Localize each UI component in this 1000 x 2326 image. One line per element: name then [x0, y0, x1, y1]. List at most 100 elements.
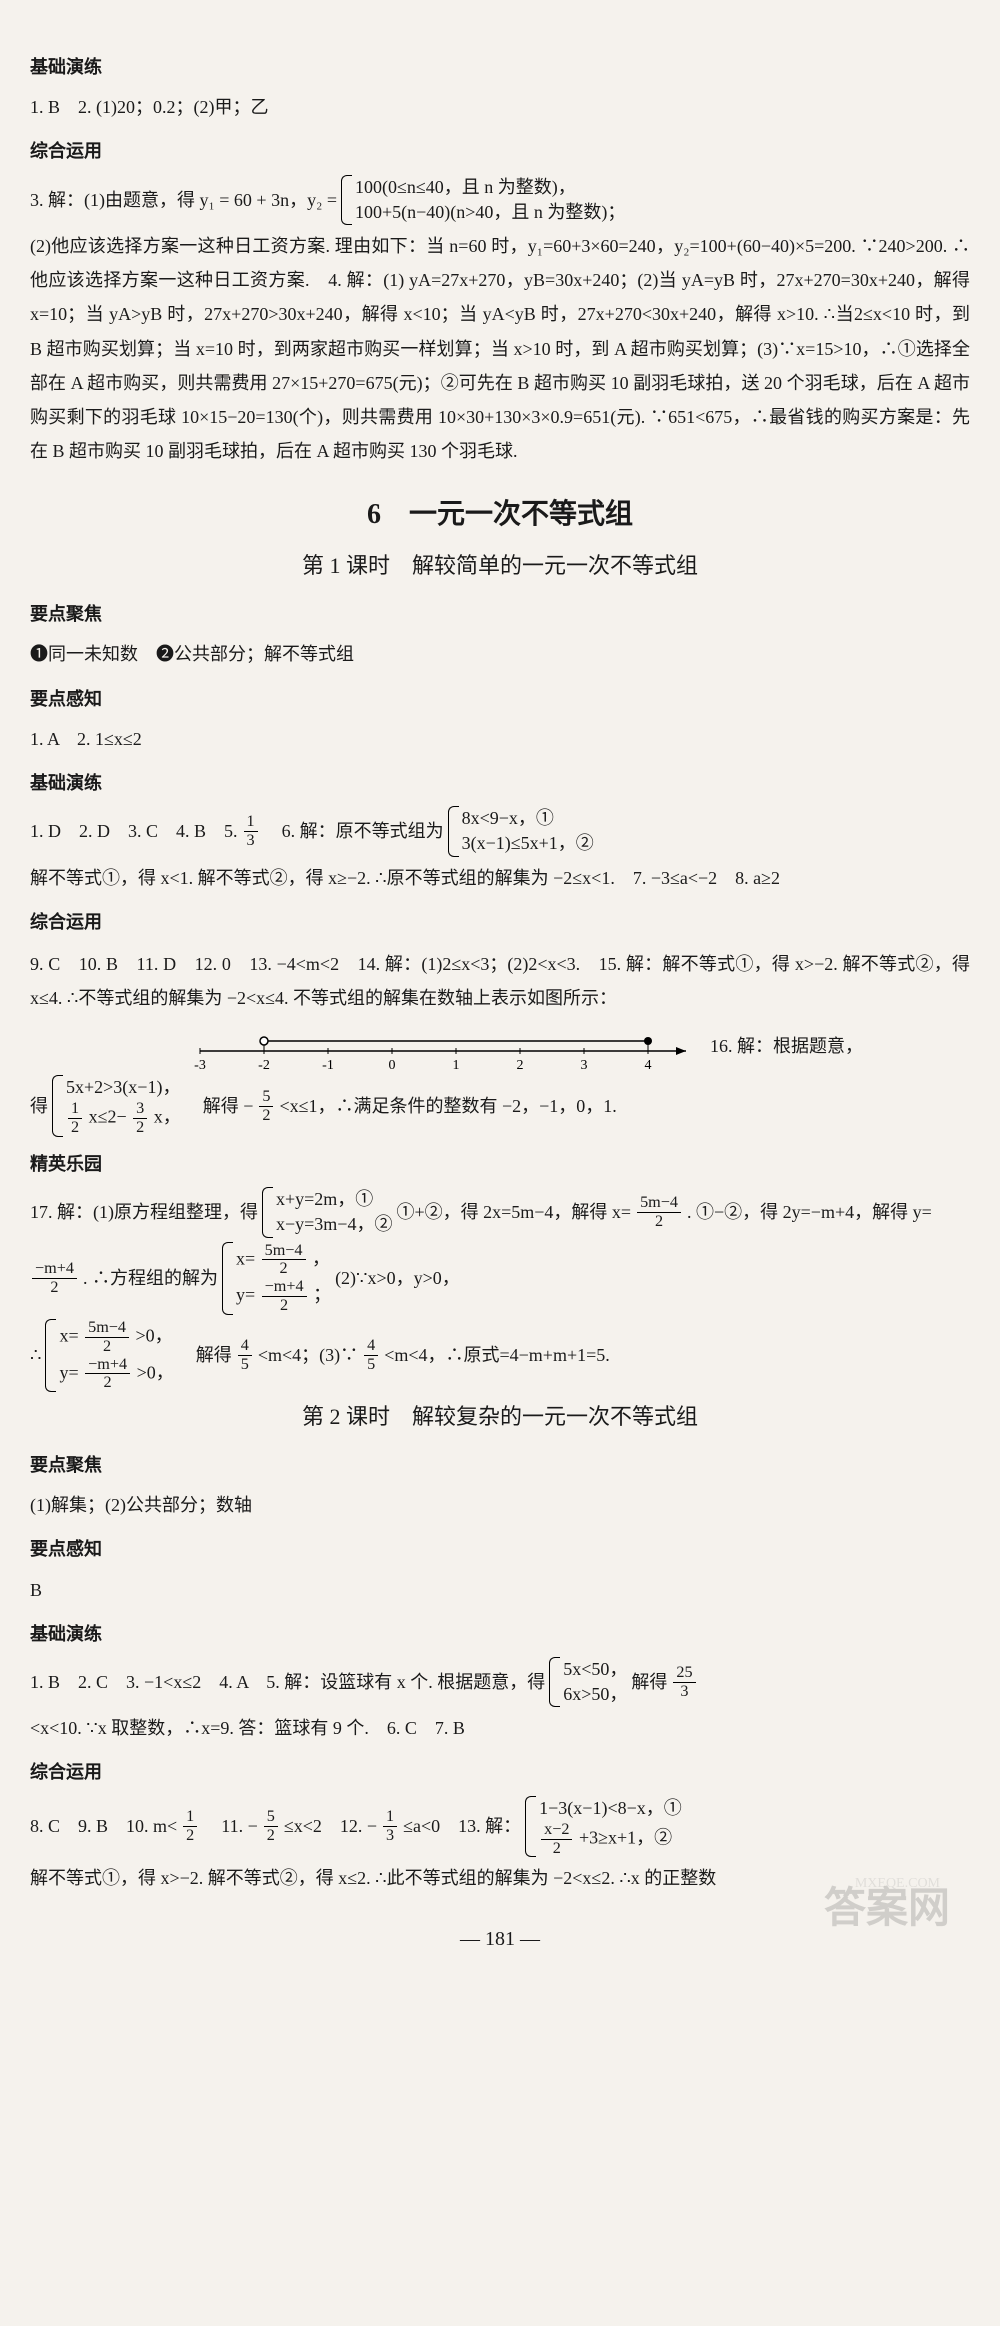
s1-l16-b1: 5x+2>3(x−1)，	[66, 1075, 181, 1100]
s1-l16-mid: 解得 −	[185, 1089, 254, 1123]
solution-3: 3. 解：(1)由题意，得 y₁ = 60 + 3n，y₂ = 100(0≤n≤…	[30, 175, 970, 225]
b1: x+y=2m，①	[276, 1187, 392, 1212]
frac-num: 4	[364, 1337, 378, 1356]
frac: 52	[259, 1088, 273, 1125]
frac-den: 2	[264, 1827, 278, 1845]
frac: −m+42	[32, 1260, 77, 1297]
s1-h5: 精英乐园	[30, 1147, 970, 1181]
txt: 解得	[178, 1338, 232, 1372]
sol3-text-a: 3. 解：(1)由题意，得 y₁ = 60 + 3n，y₂ =	[30, 183, 337, 217]
s2-comp-post: 解不等式①，得 x>−2. 解不等式②，得 x≤2. ∴此不等式组的解集为 −2…	[30, 1861, 970, 1895]
s1-l3-pre: 1. D 2. D 3. C 4. B 5.	[30, 814, 238, 848]
frac: −m+42	[85, 1356, 130, 1393]
frac: 32	[133, 1100, 147, 1137]
frac: −m+42	[262, 1278, 307, 1315]
b1: 1−3(x−1)<8−x，①	[539, 1796, 682, 1821]
sol3-4-text: (2)他应该选择方案一这种日工资方案. 理由如下：当 n=60 时，y₁=60+…	[30, 229, 970, 468]
txt: 11. −	[203, 1809, 257, 1843]
s2-comp: 8. C 9. B 10. m< 12 11. − 52 ≤x<2 12. − …	[30, 1796, 970, 1858]
page-number: — 181 —	[30, 1920, 970, 1958]
frac-den: 5	[238, 1356, 252, 1374]
frac-den: 2	[85, 1374, 130, 1392]
txt: <m<4，∴原式=4−m+m+1=5.	[384, 1338, 610, 1372]
svg-text:3: 3	[581, 1058, 588, 1071]
sol3-brace-l1: 100(0≤n≤40，且 n 为整数)，	[355, 175, 625, 200]
frac-den: 2	[183, 1827, 197, 1845]
frac-num: 5m−4	[262, 1242, 306, 1261]
frac-num: 1	[183, 1808, 197, 1827]
svg-text:0: 0	[389, 1058, 396, 1071]
frac: x−22	[541, 1821, 572, 1858]
frac-num: −m+4	[85, 1356, 130, 1375]
txt: ①+②，得 2x=5m−4，解得 x=	[396, 1195, 631, 1229]
sol3-brace: 100(0≤n≤40，且 n 为整数)， 100+5(n−40)(n>40，且 …	[341, 175, 625, 225]
header-comp-1: 综合运用	[30, 134, 970, 168]
s1-l16-intro: 得	[30, 1089, 48, 1123]
frac-num: 1	[383, 1808, 397, 1827]
frac-den: 2	[85, 1338, 129, 1356]
frac-den: 2	[259, 1107, 273, 1125]
lesson-2-title: 第 2 课时 解较复杂的一元一次不等式组	[30, 1396, 970, 1438]
txt: y=	[236, 1285, 255, 1305]
s1-l3-frac: 1 3	[244, 813, 258, 850]
frac-den: 5	[364, 1356, 378, 1374]
frac-num: 25	[673, 1664, 695, 1683]
txt: ∴	[30, 1338, 41, 1372]
frac: 253	[673, 1664, 695, 1701]
frac-num: 5m−4	[637, 1194, 681, 1213]
txt: y=	[59, 1362, 78, 1382]
txt: x=	[236, 1248, 255, 1268]
s1-l4b: 16. 解：根据题意，	[710, 1029, 863, 1063]
s1-comp-line: 9. C 10. B 11. D 12. 0 13. −4<m<2 14. 解：…	[30, 945, 970, 1017]
frac: 12	[183, 1808, 197, 1845]
txt: . ∴方程组的解为	[83, 1261, 218, 1295]
frac-den: 2	[133, 1119, 147, 1137]
s1-l16-brace: 5x+2>3(x−1)， 12 x≤2− 32 x，	[52, 1075, 181, 1137]
frac: 52	[264, 1808, 278, 1845]
chapter-title: 6 一元一次不等式组	[30, 488, 970, 541]
svg-text:-1: -1	[322, 1058, 334, 1071]
txt: >0，	[136, 1325, 173, 1345]
frac: 5m−42	[637, 1194, 681, 1231]
b1: x= 5m−42 >0，	[59, 1319, 173, 1356]
frac-den: 3	[383, 1827, 397, 1845]
frac: 12	[68, 1100, 82, 1137]
txt: 解得	[631, 1665, 667, 1699]
txt: <m<4；(3)∵	[258, 1338, 358, 1372]
svg-text:2: 2	[517, 1058, 524, 1071]
txt: >0，	[137, 1362, 174, 1382]
s1-l3-b2: 3(x−1)≤5x+1，②	[462, 831, 594, 856]
txt: <x<10. ∵x 取整数，∴x=9. 答：篮球有 9 个. 6. C 7. B	[30, 1711, 465, 1745]
brace: x= 5m−42 >0， y= −m+42 >0，	[45, 1319, 173, 1392]
s2-h4: 综合运用	[30, 1755, 970, 1789]
s1-l3-b1: 8x<9−x，①	[462, 806, 594, 831]
s2-h2: 要点感知	[30, 1532, 970, 1566]
s1-basic-line: 1. D 2. D 3. C 4. B 5. 1 3 6. 解：原不等式组为 8…	[30, 806, 970, 856]
s2-l1: (1)解集；(2)公共部分；数轴	[30, 1488, 970, 1522]
txt: 8. C 9. B 10. m<	[30, 1809, 177, 1843]
frac-den: 2	[262, 1260, 306, 1278]
txt: x=	[59, 1325, 78, 1345]
s1-q17-b: ∴ x= 5m−42 >0， y= −m+42 >0， 解得 45 <m<4；(…	[30, 1319, 970, 1392]
b1: 5x<50，	[563, 1657, 627, 1682]
brace: x+y=2m，① x−y=3m−4，②	[262, 1187, 392, 1237]
frac-num: 5	[259, 1088, 273, 1107]
txt: +3≥x+1，②	[579, 1827, 672, 1847]
frac-den: 2	[262, 1297, 307, 1315]
txt: x≤2−	[89, 1107, 127, 1127]
numberline-figure: -3-2-101234	[180, 1021, 700, 1071]
svg-text:-2: -2	[258, 1058, 270, 1071]
frac: 45	[364, 1337, 378, 1374]
txt: ≤a<0 13. 解：	[403, 1809, 521, 1843]
frac-num: −m+4	[32, 1260, 77, 1279]
b1: x= 5m−42 ，	[236, 1242, 331, 1279]
frac-num: 1	[244, 813, 258, 832]
s1-h1: 要点聚焦	[30, 597, 970, 631]
s2-basic: 1. B 2. C 3. −1<x≤2 4. A 5. 解：设篮球有 x 个. …	[30, 1657, 970, 1746]
frac-den: 2	[68, 1119, 82, 1137]
txt: ，	[312, 1248, 330, 1268]
frac-num: x−2	[541, 1821, 572, 1840]
frac-num: 4	[238, 1337, 252, 1356]
b2: y= −m+42 >0，	[59, 1356, 173, 1393]
frac-den: 3	[244, 832, 258, 850]
